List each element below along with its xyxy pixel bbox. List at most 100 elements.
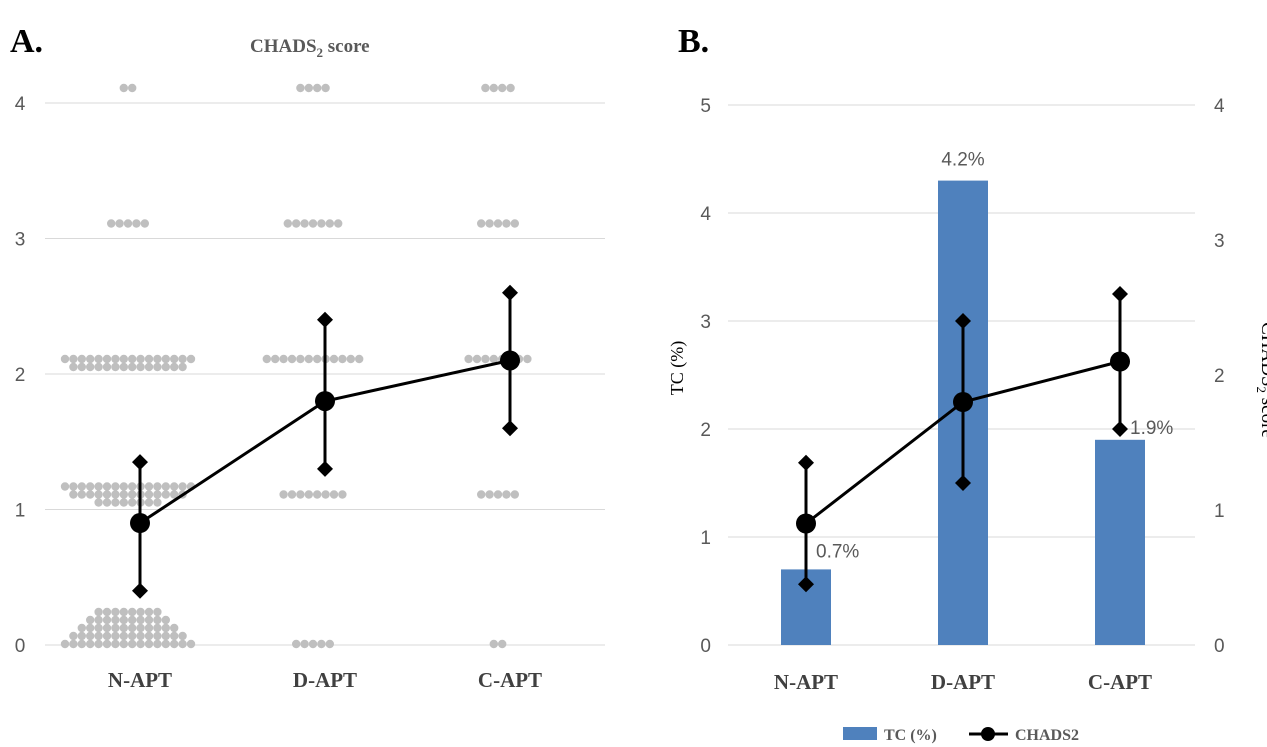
panel-b-mean-point bbox=[796, 513, 816, 534]
panel-a-dot bbox=[477, 219, 486, 228]
panel-a-dot bbox=[477, 490, 486, 499]
panel-a-dot bbox=[94, 354, 103, 364]
panel-a-dot bbox=[296, 490, 305, 499]
panel-a-dot bbox=[464, 354, 473, 364]
panel-a-dot bbox=[102, 623, 112, 633]
panel-a-dot bbox=[489, 639, 498, 649]
panel-b-y2-label-sub: 2 bbox=[1254, 387, 1267, 394]
panel-a-dot bbox=[102, 354, 112, 364]
panel-a-dot bbox=[60, 354, 70, 364]
panel-a-dot bbox=[94, 490, 103, 499]
panel-a-dot bbox=[119, 354, 128, 364]
panel-a-dot bbox=[161, 482, 170, 491]
panel-a-dot bbox=[161, 362, 170, 372]
panel-a-dot bbox=[102, 490, 112, 499]
panel-a-dot bbox=[107, 219, 116, 228]
panel-a-dot bbox=[94, 631, 103, 641]
panel-a-dot bbox=[170, 482, 179, 491]
panel-a-dot bbox=[144, 639, 154, 649]
panel-b-y2-tick-label: 1 bbox=[1214, 501, 1225, 522]
panel-a-dot bbox=[325, 639, 334, 649]
panel-a-dot bbox=[102, 362, 112, 372]
panel-a-dot bbox=[498, 83, 507, 93]
panel-a-title-sub: 2 bbox=[317, 45, 324, 60]
panel-a-dot bbox=[329, 490, 339, 499]
panel-a-dot bbox=[144, 607, 154, 617]
panel-a-dot bbox=[170, 623, 179, 633]
panel-a-dot bbox=[287, 490, 297, 499]
panel-a-dot bbox=[144, 498, 154, 507]
panel-a-dot bbox=[60, 482, 70, 491]
panel-b-data-label: 4.2% bbox=[941, 150, 984, 171]
panel-a-dot bbox=[94, 615, 103, 625]
panel-b-y2-label-suffix: score bbox=[1257, 393, 1267, 438]
panel-a-dot bbox=[178, 354, 187, 364]
panel-a-dot bbox=[321, 83, 330, 93]
panel-a-dot bbox=[170, 631, 179, 641]
panel-b-x-ticks: N-APT D-APT C-APT bbox=[774, 670, 1152, 694]
panel-a-dot bbox=[119, 362, 128, 372]
panel-b-y2-tick-label: 0 bbox=[1214, 636, 1225, 657]
panel-a-dot bbox=[69, 490, 78, 499]
panel-a-dot bbox=[144, 354, 154, 364]
panel-a-dot bbox=[170, 354, 179, 364]
panel-b-y2-axis-label: CHADS2 score bbox=[1254, 322, 1267, 438]
panel-a-y-ticks: 0 1 2 3 4 bbox=[15, 94, 26, 657]
panel-b-bar bbox=[1095, 439, 1145, 645]
panel-a-dot bbox=[153, 623, 162, 633]
panel-a-dot bbox=[313, 354, 322, 364]
panel-a-dot bbox=[144, 623, 154, 633]
panel-a-dot bbox=[153, 362, 162, 372]
panel-a-dot bbox=[287, 354, 297, 364]
panel-a-dot bbox=[502, 219, 511, 228]
panel-a-dot bbox=[153, 615, 162, 625]
panel-a-dot bbox=[94, 362, 103, 372]
panel-a-dot bbox=[136, 615, 145, 625]
panel-a-dot bbox=[77, 623, 87, 633]
panel-b-error-cap-lower bbox=[798, 576, 814, 593]
panel-a-dot bbox=[102, 631, 112, 641]
panel-a-dot bbox=[502, 490, 511, 499]
panel-a-dot bbox=[128, 362, 137, 372]
panel-a-dot bbox=[153, 631, 162, 641]
panel-a-y-tick-label: 0 bbox=[15, 636, 26, 657]
panel-a-dot bbox=[102, 498, 112, 507]
panel-a-dot bbox=[153, 490, 162, 499]
panel-a-dot bbox=[111, 490, 120, 499]
panel-a-dot bbox=[355, 354, 364, 364]
panel-b-x-tick-label: D-APT bbox=[931, 670, 995, 694]
panel-a-dot bbox=[317, 219, 326, 228]
panel-a-dot bbox=[115, 219, 124, 228]
panel-a-dot bbox=[313, 490, 322, 499]
panel-a-dot bbox=[86, 482, 95, 491]
panel-b-y-axis-label: TC (%) bbox=[667, 341, 688, 395]
panel-a-dot bbox=[60, 639, 70, 649]
panel-b-y-tick-label: 0 bbox=[700, 636, 711, 657]
panel-b-series bbox=[796, 286, 1130, 593]
panel-a-dot bbox=[69, 639, 78, 649]
panel-a-dot bbox=[77, 354, 87, 364]
panel-a-dot bbox=[161, 354, 170, 364]
panel-a-y-tick-label: 3 bbox=[15, 230, 26, 251]
panel-a-dot bbox=[489, 354, 498, 364]
panel-a-dot bbox=[119, 498, 128, 507]
panel-b-mean-point bbox=[1110, 351, 1130, 372]
panel-a-dot bbox=[77, 482, 87, 491]
panel-a-dot bbox=[304, 83, 313, 93]
panel-a-dot bbox=[86, 639, 95, 649]
panel-b-y2-tick-label: 3 bbox=[1214, 231, 1225, 252]
panel-a-dot bbox=[153, 354, 162, 364]
panel-a-dot bbox=[338, 490, 347, 499]
panel-a-dot bbox=[69, 631, 78, 641]
panel-a-dot bbox=[128, 490, 137, 499]
panel-a-title: CHADS2 score bbox=[250, 36, 370, 60]
panel-b-data-labels: 0.7% 4.2% 1.9% bbox=[816, 150, 1173, 563]
panel-a-dot bbox=[161, 615, 170, 625]
panel-a-dot bbox=[262, 354, 271, 364]
panel-b-y2-ticks: 0 1 2 3 4 bbox=[1214, 96, 1225, 657]
panel-b-y-tick-label: 2 bbox=[700, 420, 711, 441]
panel-a-x-tick-label: D-APT bbox=[293, 668, 357, 692]
panel-a-mean-point bbox=[315, 391, 335, 412]
